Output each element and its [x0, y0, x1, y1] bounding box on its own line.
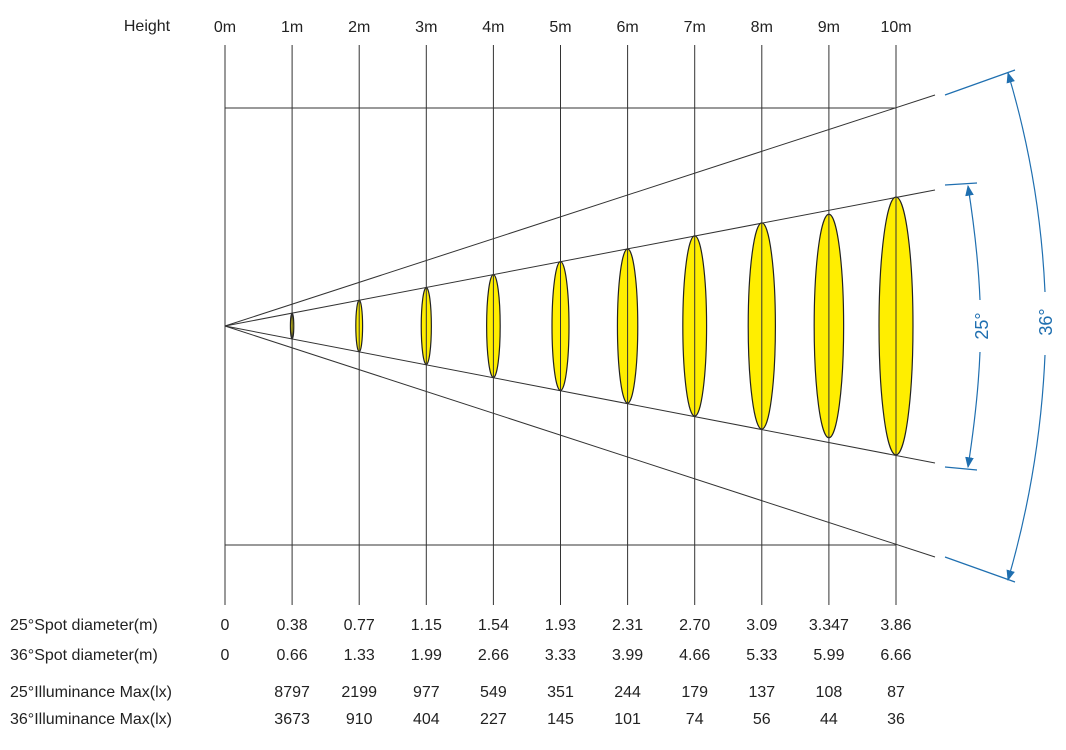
row-value: 0 [221, 647, 230, 664]
row-value: 1.15 [411, 617, 442, 634]
row-value: 227 [480, 711, 507, 728]
height-label: Height [124, 18, 171, 35]
row-value: 3.86 [880, 617, 911, 634]
dim-arc [965, 351, 981, 469]
row-value: 1.99 [411, 647, 442, 664]
dim-arc [1006, 71, 1046, 293]
row-value: 910 [346, 711, 373, 728]
row-value: 2.31 [612, 617, 643, 634]
dim-tick [944, 556, 1016, 583]
dim-arc [1006, 354, 1046, 582]
row-value: 977 [413, 684, 440, 701]
row-value: 145 [547, 711, 574, 728]
row-value: 0.66 [277, 647, 308, 664]
height-column: 6m [616, 19, 638, 36]
row-value: 351 [547, 684, 574, 701]
height-column: 1m [281, 19, 303, 36]
row-value: 137 [748, 684, 775, 701]
height-column: 2m [348, 19, 370, 36]
row-label: 36°Spot diameter(m) [10, 647, 158, 664]
row-value: 1.93 [545, 617, 576, 634]
dim-tick [944, 182, 978, 186]
row-value: 56 [753, 711, 771, 728]
beam-25-line [224, 325, 936, 464]
row-value: 87 [887, 684, 905, 701]
beam-36-line [224, 325, 936, 558]
row-value: 3.99 [612, 647, 643, 664]
row-value: 549 [480, 684, 507, 701]
height-column: 3m [415, 19, 437, 36]
row-value: 3.33 [545, 647, 576, 664]
row-value: 2.70 [679, 617, 710, 634]
row-value: 8797 [274, 684, 310, 701]
height-column: 8m [751, 19, 773, 36]
angle-label: 36° [1036, 308, 1056, 335]
row-label: 36°Illuminance Max(lx) [10, 711, 172, 728]
row-value: 404 [413, 711, 440, 728]
beam-25-line [224, 189, 936, 327]
row-value: 101 [614, 711, 641, 728]
row-value: 3.347 [809, 617, 849, 634]
row-value: 179 [681, 684, 708, 701]
height-column: 4m [482, 19, 504, 36]
row-value: 5.99 [813, 647, 844, 664]
height-column: 5m [549, 19, 571, 36]
row-value: 108 [816, 684, 843, 701]
row-value: 36 [887, 711, 905, 728]
row-value: 5.33 [746, 647, 777, 664]
row-value: 2.66 [478, 647, 509, 664]
row-value: 74 [686, 711, 704, 728]
row-value: 44 [820, 711, 838, 728]
row-label: 25°Spot diameter(m) [10, 617, 158, 634]
row-value: 6.66 [880, 647, 911, 664]
height-column: 10m [880, 19, 911, 36]
row-value: 1.54 [478, 617, 509, 634]
row-value: 1.33 [344, 647, 375, 664]
row-value: 4.66 [679, 647, 710, 664]
dim-tick [944, 466, 978, 471]
row-value: 244 [614, 684, 641, 701]
row-value: 0 [221, 617, 230, 634]
height-column: 7m [684, 19, 706, 36]
dim-arc [965, 184, 981, 301]
row-label: 25°Illuminance Max(lx) [10, 684, 172, 701]
row-value: 2199 [341, 684, 377, 701]
row-value: 0.38 [277, 617, 308, 634]
row-value: 0.77 [344, 617, 375, 634]
height-column: 0m [214, 19, 236, 36]
row-value: 3.09 [746, 617, 777, 634]
row-value: 3673 [274, 711, 310, 728]
height-column: 9m [818, 19, 840, 36]
angle-label: 25° [972, 312, 992, 339]
beam-36-line [224, 94, 936, 327]
dim-tick [944, 69, 1016, 96]
